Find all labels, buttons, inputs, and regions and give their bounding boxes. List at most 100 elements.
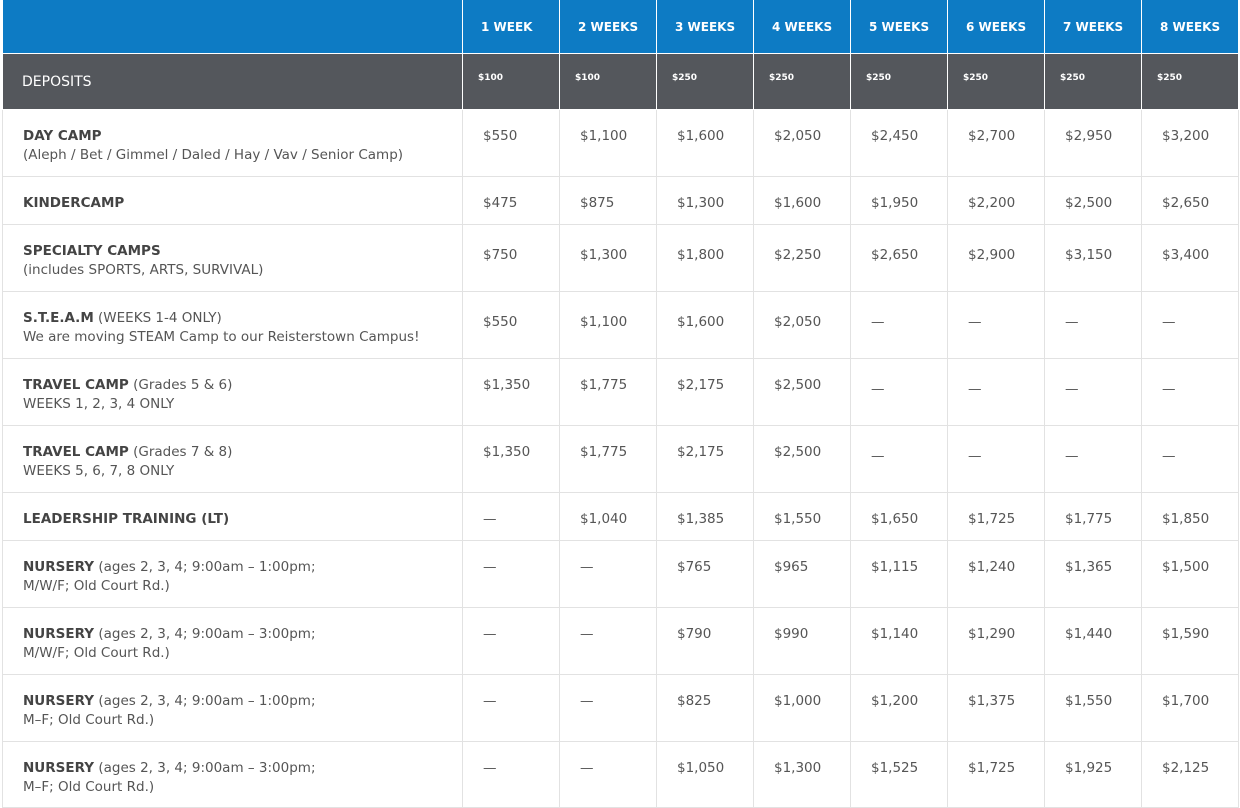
camp-subtitle: (Aleph / Bet / Gimmel / Daled / Hay / Va…	[23, 147, 404, 163]
table-row: NURSERY (ages 2, 3, 4; 9:00am – 1:00pm; M…	[2, 674, 1239, 742]
price-cell: —	[947, 425, 1045, 493]
price-cell: —	[462, 492, 560, 541]
table-row: DAY CAMP (Aleph / Bet / Gimmel / Daled / …	[2, 109, 1239, 177]
price-cell: $1,775	[1044, 492, 1142, 541]
camp-name: TRAVEL CAMP	[23, 377, 129, 393]
price-cell: —	[850, 425, 948, 493]
price-cell: $1,440	[1044, 607, 1142, 675]
price-cell: $3,150	[1044, 224, 1142, 292]
deposit-value: $250	[850, 53, 948, 110]
price-cell: $3,200	[1141, 109, 1239, 177]
price-cell: $1,800	[656, 224, 754, 292]
price-cell: $2,450	[850, 109, 948, 177]
camp-name: LEADERSHIP TRAINING (LT)	[23, 511, 230, 527]
price-cell: $2,700	[947, 109, 1045, 177]
table-row: NURSERY (ages 2, 3, 4; 9:00am – 1:00pm; M…	[2, 540, 1239, 608]
price-cell: $1,050	[656, 741, 754, 808]
price-cell: —	[1141, 425, 1239, 493]
week-header: 2 WEEKS	[559, 0, 657, 54]
camp-detail: (WEEKS 1-4 ONLY)	[93, 310, 222, 326]
price-cell: $2,200	[947, 176, 1045, 225]
camp-name-cell: NURSERY (ages 2, 3, 4; 9:00am – 1:00pm; M…	[2, 674, 463, 742]
price-cell: $2,175	[656, 425, 754, 493]
price-cell: $475	[462, 176, 560, 225]
price-cell: $1,350	[462, 358, 560, 426]
price-cell: $765	[656, 540, 754, 608]
table-row: NURSERY (ages 2, 3, 4; 9:00am – 3:00pm; M…	[2, 607, 1239, 675]
table-row: LEADERSHIP TRAINING (LT) — $1,040 $1,385…	[2, 492, 1239, 541]
camp-name: KINDERCAMP	[23, 195, 125, 211]
price-cell: $1,375	[947, 674, 1045, 742]
camp-name-cell: NURSERY (ages 2, 3, 4; 9:00am – 3:00pm; M…	[2, 607, 463, 675]
week-header: 1 WEEK	[462, 0, 560, 54]
price-cell: $2,650	[1141, 176, 1239, 225]
price-cell: $1,100	[559, 291, 657, 359]
camp-subtitle: WEEKS 5, 6, 7, 8 ONLY	[23, 463, 175, 479]
camp-name: S.T.E.A.M	[23, 310, 94, 326]
camp-name-cell: NURSERY (ages 2, 3, 4; 9:00am – 1:00pm; M…	[2, 540, 463, 608]
price-cell: $1,140	[850, 607, 948, 675]
price-cell: $1,240	[947, 540, 1045, 608]
price-cell: $1,600	[656, 291, 754, 359]
price-cell: $1,040	[559, 492, 657, 541]
week-header: 3 WEEKS	[656, 0, 754, 54]
price-cell: $3,400	[1141, 224, 1239, 292]
price-cell: $2,125	[1141, 741, 1239, 808]
price-cell: $790	[656, 607, 754, 675]
table-row: S.T.E.A.M (WEEKS 1-4 ONLY) We are moving …	[2, 291, 1239, 359]
price-cell: —	[462, 674, 560, 742]
price-cell: —	[947, 358, 1045, 426]
price-cell: $1,775	[559, 425, 657, 493]
price-cell: $1,650	[850, 492, 948, 541]
price-cell: $550	[462, 291, 560, 359]
camp-name: NURSERY	[23, 693, 95, 709]
price-cell: $2,500	[753, 358, 851, 426]
price-cell: $1,000	[753, 674, 851, 742]
price-cell: —	[1044, 291, 1142, 359]
camp-name: SPECIALTY CAMPS	[23, 243, 161, 259]
camp-name-cell: TRAVEL CAMP (Grades 5 & 6) WEEKS 1, 2, 3,…	[2, 358, 463, 426]
week-header: 5 WEEKS	[850, 0, 948, 54]
price-cell: $2,050	[753, 109, 851, 177]
camp-name-cell: KINDERCAMP	[2, 176, 463, 225]
table-row: SPECIALTY CAMPS (includes SPORTS, ARTS, S…	[2, 224, 1239, 292]
price-cell: $875	[559, 176, 657, 225]
price-cell: $1,300	[753, 741, 851, 808]
price-cell: —	[559, 741, 657, 808]
camp-name-cell: LEADERSHIP TRAINING (LT)	[2, 492, 463, 541]
deposit-value: $250	[1044, 53, 1142, 110]
camp-subtitle: M–F; Old Court Rd.)	[23, 779, 155, 795]
price-cell: $825	[656, 674, 754, 742]
camp-name: NURSERY	[23, 559, 95, 575]
price-cell: $1,350	[462, 425, 560, 493]
header-blank-cell	[2, 0, 463, 54]
camp-subtitle: WEEKS 1, 2, 3, 4 ONLY	[23, 396, 175, 412]
price-cell: —	[1044, 358, 1142, 426]
price-cell: $2,650	[850, 224, 948, 292]
camp-name-cell: TRAVEL CAMP (Grades 7 & 8) WEEKS 5, 6, 7,…	[2, 425, 463, 493]
price-cell: $1,115	[850, 540, 948, 608]
camp-subtitle: We are moving STEAM Camp to our Reisters…	[23, 329, 420, 345]
camp-name-cell: DAY CAMP (Aleph / Bet / Gimmel / Daled / …	[2, 109, 463, 177]
price-cell: $1,600	[656, 109, 754, 177]
price-cell: $1,525	[850, 741, 948, 808]
price-cell: $2,250	[753, 224, 851, 292]
table-row: TRAVEL CAMP (Grades 7 & 8) WEEKS 5, 6, 7,…	[2, 425, 1239, 493]
price-cell: —	[559, 540, 657, 608]
price-cell: $1,300	[559, 224, 657, 292]
price-cell: $1,725	[947, 492, 1045, 541]
price-cell: $1,590	[1141, 607, 1239, 675]
price-cell: —	[462, 607, 560, 675]
price-cell: —	[947, 291, 1045, 359]
price-cell: $1,550	[1044, 674, 1142, 742]
price-cell: $2,175	[656, 358, 754, 426]
price-cell: $2,950	[1044, 109, 1142, 177]
deposit-value: $250	[1141, 53, 1239, 110]
camp-detail: (Grades 5 & 6)	[128, 377, 233, 393]
camp-name: DAY CAMP	[23, 128, 102, 144]
camp-subtitle: M/W/F; Old Court Rd.)	[23, 578, 170, 594]
camp-name-cell: NURSERY (ages 2, 3, 4; 9:00am – 3:00pm; M…	[2, 741, 463, 808]
price-cell: $1,850	[1141, 492, 1239, 541]
week-header: 8 WEEKS	[1141, 0, 1239, 54]
price-cell: —	[462, 540, 560, 608]
